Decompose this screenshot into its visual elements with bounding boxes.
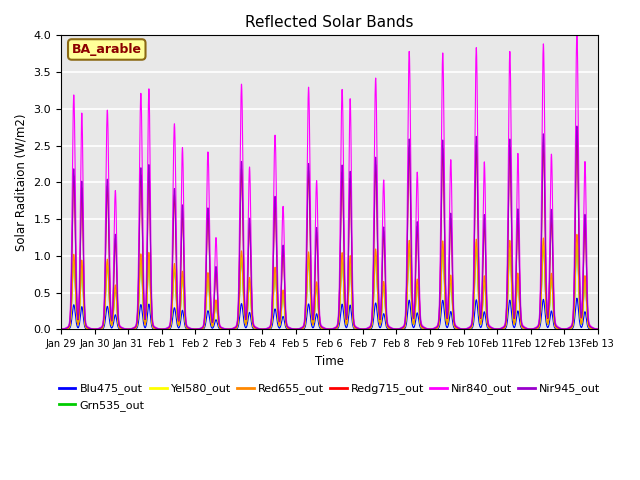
Redg715_out bbox=[57, 326, 65, 332]
Blu475_out bbox=[573, 295, 581, 301]
Nir840_out bbox=[516, 299, 524, 304]
Blu475_out bbox=[378, 320, 386, 325]
Yel580_out bbox=[503, 314, 511, 320]
Grn535_out bbox=[573, 239, 581, 245]
Yel580_out bbox=[57, 326, 65, 332]
Red655_out bbox=[349, 318, 357, 324]
Red655_out bbox=[57, 326, 65, 332]
Yel580_out bbox=[573, 234, 581, 240]
Grn535_out bbox=[168, 303, 176, 309]
Nir840_out bbox=[378, 263, 386, 268]
Yel580_out bbox=[349, 318, 357, 324]
Nir840_out bbox=[594, 326, 602, 332]
Line: Grn535_out: Grn535_out bbox=[61, 242, 598, 329]
Line: Nir840_out: Nir840_out bbox=[61, 33, 598, 329]
Grn535_out bbox=[378, 308, 386, 313]
Red655_out bbox=[168, 301, 176, 307]
Blu475_out bbox=[503, 323, 511, 328]
Blu475_out bbox=[594, 326, 602, 332]
Nir945_out bbox=[477, 313, 484, 319]
Nir945_out bbox=[168, 272, 176, 278]
Yel580_out bbox=[594, 326, 602, 332]
Grn535_out bbox=[516, 318, 524, 324]
Blu475_out bbox=[57, 326, 65, 332]
Blu475_out bbox=[516, 324, 524, 329]
Blu475_out bbox=[168, 318, 176, 324]
Grn535_out bbox=[349, 319, 357, 324]
Nir945_out bbox=[57, 326, 65, 332]
Yel580_out bbox=[378, 307, 386, 312]
Blu475_out bbox=[477, 324, 484, 330]
Nir840_out bbox=[57, 326, 65, 332]
Nir945_out bbox=[378, 283, 386, 288]
Nir840_out bbox=[573, 30, 581, 36]
Grn535_out bbox=[503, 315, 511, 321]
Nir945_out bbox=[594, 326, 602, 332]
Redg715_out bbox=[378, 285, 386, 290]
Y-axis label: Solar Raditaion (W/m2): Solar Raditaion (W/m2) bbox=[15, 114, 28, 251]
Grn535_out bbox=[477, 321, 484, 327]
Line: Nir945_out: Nir945_out bbox=[61, 126, 598, 329]
Nir840_out bbox=[168, 247, 176, 253]
Redg715_out bbox=[349, 309, 357, 315]
Nir840_out bbox=[349, 300, 357, 306]
Yel580_out bbox=[516, 318, 524, 324]
Red655_out bbox=[477, 321, 484, 326]
Nir840_out bbox=[503, 288, 511, 294]
Redg715_out bbox=[573, 132, 581, 138]
Line: Redg715_out: Redg715_out bbox=[61, 135, 598, 329]
Yel580_out bbox=[168, 302, 176, 308]
Nir945_out bbox=[573, 123, 581, 129]
Text: BA_arable: BA_arable bbox=[72, 43, 142, 56]
Red655_out bbox=[503, 314, 511, 320]
Redg715_out bbox=[594, 326, 602, 332]
Yel580_out bbox=[477, 321, 484, 326]
Nir945_out bbox=[516, 307, 524, 313]
Line: Red655_out: Red655_out bbox=[61, 234, 598, 329]
Redg715_out bbox=[477, 314, 484, 320]
Red655_out bbox=[378, 306, 386, 312]
Legend: Blu475_out, Grn535_out, Yel580_out, Red655_out, Redg715_out, Nir840_out, Nir945_: Blu475_out, Grn535_out, Yel580_out, Red6… bbox=[54, 379, 605, 415]
X-axis label: Time: Time bbox=[315, 355, 344, 368]
Nir945_out bbox=[503, 300, 511, 306]
Line: Blu475_out: Blu475_out bbox=[61, 298, 598, 329]
Red655_out bbox=[516, 317, 524, 323]
Redg715_out bbox=[168, 275, 176, 280]
Grn535_out bbox=[57, 326, 65, 332]
Nir945_out bbox=[349, 308, 357, 314]
Grn535_out bbox=[594, 326, 602, 332]
Line: Yel580_out: Yel580_out bbox=[61, 237, 598, 329]
Redg715_out bbox=[516, 308, 524, 314]
Title: Reflected Solar Bands: Reflected Solar Bands bbox=[245, 15, 413, 30]
Blu475_out bbox=[349, 324, 357, 329]
Red655_out bbox=[594, 326, 602, 332]
Redg715_out bbox=[503, 301, 511, 307]
Red655_out bbox=[573, 231, 581, 237]
Nir840_out bbox=[477, 308, 484, 313]
